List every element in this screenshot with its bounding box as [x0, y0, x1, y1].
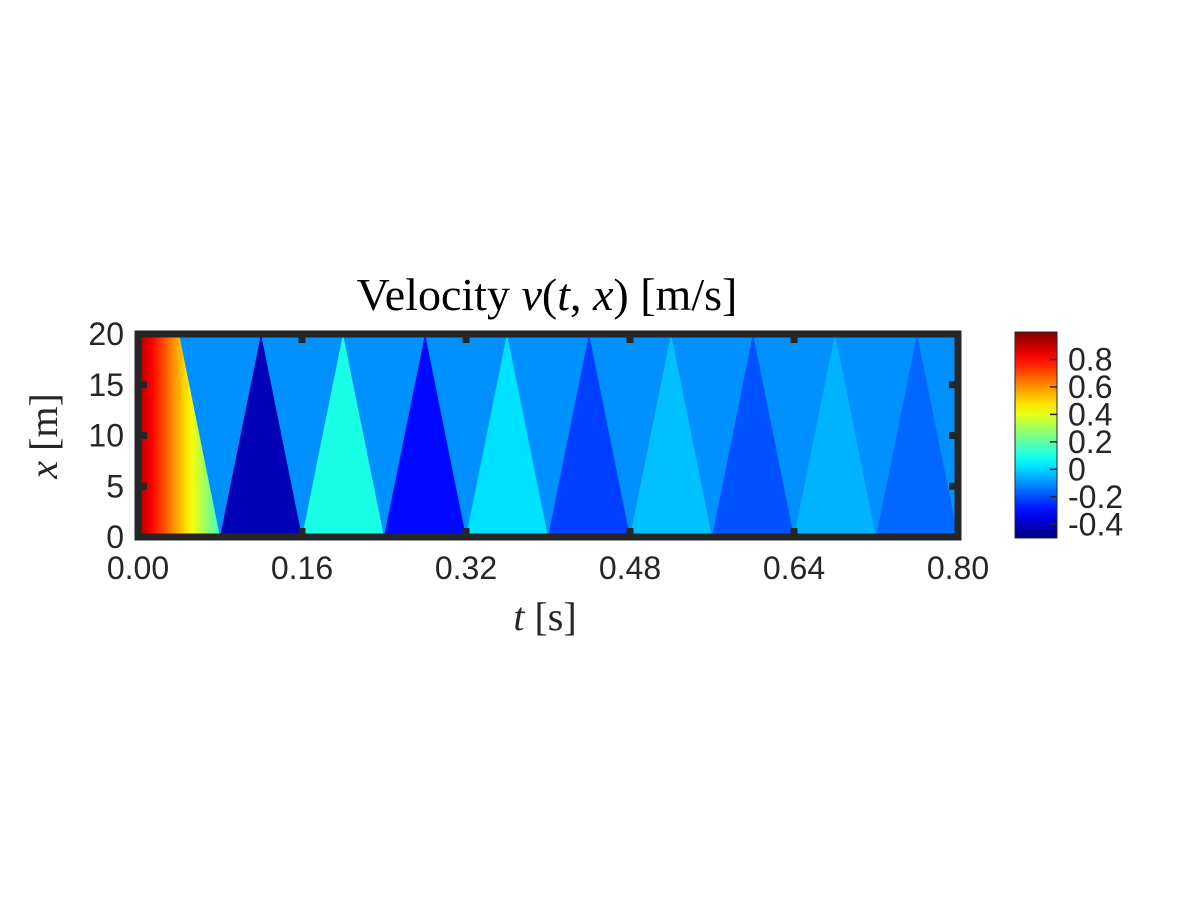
colorbar-tick-label-3: 0.2	[1068, 424, 1112, 460]
title-math-t: t	[557, 269, 571, 320]
reflection-triangle-3	[384, 334, 466, 537]
y-tick-label-3: 15	[88, 367, 124, 403]
y-axis-units: [m]	[21, 393, 66, 461]
colorbar-tick-label-5: -0.2	[1068, 479, 1123, 515]
title-prefix: Velocity	[357, 269, 522, 320]
reflection-triangle-2	[302, 334, 384, 537]
colorbar	[1014, 331, 1058, 539]
reflection-triangle-8	[794, 334, 876, 537]
y-axis-label: x [m]	[21, 393, 66, 480]
colorbar-tick-label-1: 0.6	[1068, 369, 1112, 405]
reflection-triangle-1	[220, 334, 302, 537]
y-tick-labels: 0 5 10 15 20	[88, 316, 124, 555]
x-tick-label-2: 0.32	[435, 550, 497, 586]
x-tick-label-0: 0.00	[107, 550, 169, 586]
title-math-open: (	[542, 269, 557, 320]
y-tick-label-1: 5	[106, 468, 124, 504]
x-tick-label-3: 0.48	[599, 550, 661, 586]
initial-pulse-region	[138, 334, 220, 537]
y-tick-label-2: 10	[88, 418, 124, 454]
title-math-x: x	[592, 269, 614, 320]
reflection-triangle-6	[630, 334, 712, 537]
title-math-comma: ,	[570, 269, 593, 320]
heatmap-plot-area	[138, 334, 958, 537]
x-axis-symbol: t	[513, 594, 525, 639]
reflection-triangle-5	[548, 334, 630, 537]
x-tick-labels: 0.00 0.16 0.32 0.48 0.64 0.80	[107, 550, 989, 586]
title-units: [m/s]	[629, 269, 738, 320]
title-math-v: v	[521, 269, 542, 320]
y-tick-label-0: 0	[106, 519, 124, 555]
colorbar-tick-label-0: 0.8	[1068, 341, 1112, 377]
colorbar-tick-label-2: 0.4	[1068, 396, 1112, 432]
colorbar-tick-label-6: -0.4	[1068, 506, 1123, 542]
colorbar-tick-label-4: 0	[1068, 451, 1086, 487]
x-axis-label: t [s]	[513, 594, 576, 639]
colorbar-ticks: 0.80.60.40.20-0.2-0.4	[1050, 341, 1123, 542]
title-math-close: )	[613, 269, 628, 320]
chart-title: Velocity v(t, x) [m/s]	[357, 269, 738, 320]
reflection-triangle-4	[466, 334, 548, 537]
y-tick-label-4: 20	[88, 316, 124, 352]
reflection-triangle-9	[876, 334, 958, 537]
x-tick-label-1: 0.16	[271, 550, 333, 586]
y-axis-symbol: x	[21, 461, 66, 480]
x-axis-units: [s]	[524, 594, 576, 639]
x-tick-label-4: 0.64	[763, 550, 825, 586]
x-tick-label-5: 0.80	[927, 550, 989, 586]
axes-frame	[134, 330, 962, 541]
reflection-triangle-7	[712, 334, 794, 537]
